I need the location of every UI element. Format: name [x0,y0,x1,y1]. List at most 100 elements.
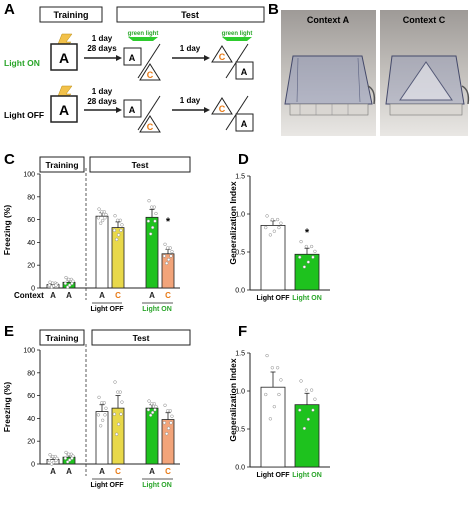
delay-label-short: 1 day [180,44,201,53]
data-point [119,228,123,232]
y-axis-label: Freezing (%) [2,382,12,433]
panel-d-generalization-chart: Generalization Index 0.0 0.5 1.0 1.5 * Light… [228,174,330,302]
data-point [63,281,68,286]
bar [260,224,286,291]
data-point [100,210,104,214]
data-point [64,275,68,280]
data-point [165,432,169,436]
training-header-label: Training [53,10,88,20]
data-point [306,417,310,421]
y-tick-label: 1.5 [235,174,245,181]
test-context-c-letter: C [147,122,154,132]
data-point [313,249,317,254]
group-label-light-on: Light ON [292,472,322,479]
x-tick-label: A [149,291,155,300]
data-point [96,413,101,417]
data-point [162,254,167,258]
bar [294,404,320,468]
bar [161,419,175,465]
data-point [270,366,274,370]
data-point [299,239,303,244]
test-context-c-triangle [139,63,161,81]
data-point [66,460,70,464]
data-point [264,392,268,397]
delay-label-short: 1 day [180,96,201,105]
data-point [104,406,108,410]
data-point [99,424,103,428]
delay-label-28-days: 28 days [87,44,117,53]
divider-slash [225,43,249,79]
test-context-a-letter: A [241,119,248,129]
data-point [149,232,153,236]
data-point [163,403,167,407]
y-tick-label: 100 [23,348,35,355]
chamber-edge [357,57,361,103]
data-point [146,408,151,412]
bar [260,386,286,468]
data-point [277,392,281,397]
data-point [302,265,307,269]
significance-marker: * [305,227,310,239]
cable [367,85,376,105]
chamber-box [284,55,373,105]
y-tick-label: 80 [27,194,35,201]
data-point [150,205,154,209]
data-point [96,216,101,220]
test-context-a-letter: A [129,53,136,63]
x-tick-label: C [165,467,171,476]
data-point [165,261,169,265]
data-point [48,453,52,457]
training-header-box [39,329,85,346]
data-point [54,283,58,287]
data-point [309,244,314,249]
delay-label-28-days: 28 days [87,97,117,106]
data-point [115,432,119,436]
data-point [103,216,107,220]
significance-marker: * [166,216,171,228]
group-label-light-on: Light ON [292,295,322,302]
data-point [51,454,55,459]
data-point [279,221,283,225]
data-point [309,388,314,392]
green-light-label: green light [128,31,159,37]
y-tick-label: 60 [27,393,35,400]
data-point [150,402,154,406]
data-point [272,405,276,409]
data-point [54,458,58,463]
data-point [147,399,151,403]
data-point [170,414,174,418]
data-point [101,218,105,223]
arrow-head-icon [204,107,210,113]
data-point [151,225,155,230]
data-point [118,390,122,394]
context-a-letter: A [59,50,69,66]
panel-a-schematic: Training Test Light ON A 1 day 28 days g… [4,6,265,133]
data-point [118,218,122,222]
x-tick-label: C [115,467,121,476]
x-tick-label: A [50,291,56,300]
panel-letter-e: E [4,323,14,340]
arrow-head-icon [116,55,122,61]
bar [294,253,320,291]
data-point [270,217,274,222]
green-light-label: green light [222,31,253,37]
data-point [64,450,68,455]
data-point [170,249,174,254]
data-point [63,456,68,460]
data-point [304,244,308,249]
data-point [264,225,268,230]
test-header-label: Test [133,333,150,343]
training-header-box [39,6,103,23]
context-a-letter: A [59,102,69,118]
panel-letter-d: D [238,151,249,168]
grid-floor [289,103,369,116]
data-point [298,255,302,259]
data-point [152,402,156,406]
training-header-label: Training [45,160,78,170]
test-header-label: Test [132,160,149,170]
y-axis-label: Freezing (%) [2,205,12,256]
photo-context-a: Context A [281,10,376,136]
data-point [101,418,105,422]
training-header-label: Training [45,333,78,343]
data-point [154,404,158,409]
